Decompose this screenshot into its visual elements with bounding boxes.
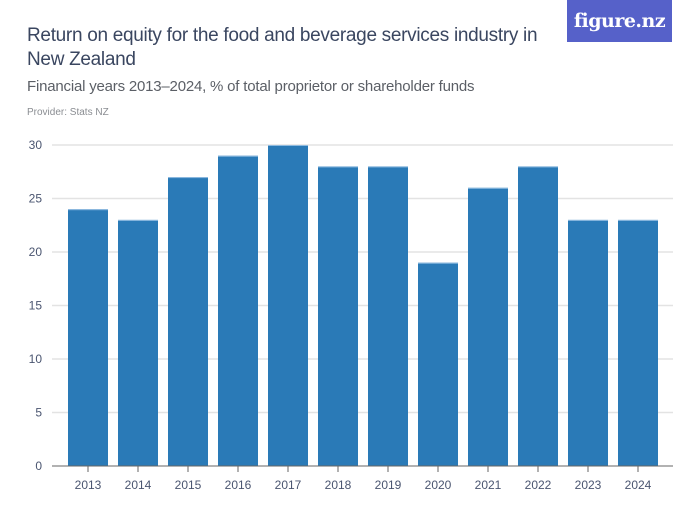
x-tick-label: 2022 (525, 478, 552, 492)
bar-top-edge (468, 187, 508, 189)
bar-top-edge (218, 155, 258, 157)
x-tick-label: 2016 (225, 478, 252, 492)
y-axis-ticks: 0 5 10 15 20 25 30 (29, 138, 43, 473)
bar-2018[interactable] (318, 166, 358, 466)
bar-top-edge (118, 219, 158, 221)
x-tick-label: 2021 (475, 478, 502, 492)
bar-top-edge (318, 166, 358, 168)
bar-2014[interactable] (118, 219, 158, 466)
chart-subtitle: Financial years 2013–2024, % of total pr… (27, 78, 475, 95)
bar-top-edge (268, 145, 308, 146)
bar-2019[interactable] (368, 166, 408, 466)
bar-2017[interactable] (268, 145, 308, 466)
bar-top-edge (618, 219, 658, 221)
bar-2023[interactable] (568, 219, 608, 466)
y-tick-label: 30 (29, 138, 43, 152)
bar-top-edge (418, 262, 458, 264)
bar-top-edge (368, 166, 408, 168)
bar-2024[interactable] (618, 219, 658, 466)
x-tick-label: 2015 (175, 478, 202, 492)
x-axis: 2013 2014 2015 2016 2017 2018 2019 2020 2021 2022… (52, 465, 673, 492)
x-tick-label: 2017 (275, 478, 302, 492)
y-tick-label: 0 (35, 459, 42, 473)
bars (68, 145, 658, 467)
figure-nz-logo[interactable]: figure.nz (567, 0, 672, 42)
y-tick-label: 25 (29, 192, 43, 206)
bar-2013[interactable] (68, 209, 108, 466)
provider-label: Provider: Stats NZ (27, 107, 109, 118)
y-tick-label: 10 (29, 352, 43, 366)
bar-top-edge (68, 209, 108, 211)
x-tick-label: 2020 (425, 478, 452, 492)
x-tick-label: 2019 (375, 478, 402, 492)
x-tick-label: 2024 (625, 478, 652, 492)
chart-title: Return on equity for the food and bevera… (27, 25, 538, 70)
bar-2021[interactable] (468, 187, 508, 467)
x-tick-label: 2013 (75, 478, 102, 492)
bar-top-edge (168, 177, 208, 179)
y-tick-label: 20 (29, 245, 43, 259)
bar-2016[interactable] (218, 155, 258, 466)
bar-2015[interactable] (168, 177, 208, 466)
y-tick-label: 5 (35, 406, 42, 420)
x-tick-label: 2018 (325, 478, 352, 492)
y-tick-label: 15 (29, 299, 43, 313)
x-tick-label: 2023 (575, 478, 602, 492)
bar-2022[interactable] (518, 166, 558, 466)
bar-2020[interactable] (418, 262, 458, 466)
bar-top-edge (518, 166, 558, 168)
bar-top-edge (568, 219, 608, 221)
x-tick-label: 2014 (125, 478, 152, 492)
